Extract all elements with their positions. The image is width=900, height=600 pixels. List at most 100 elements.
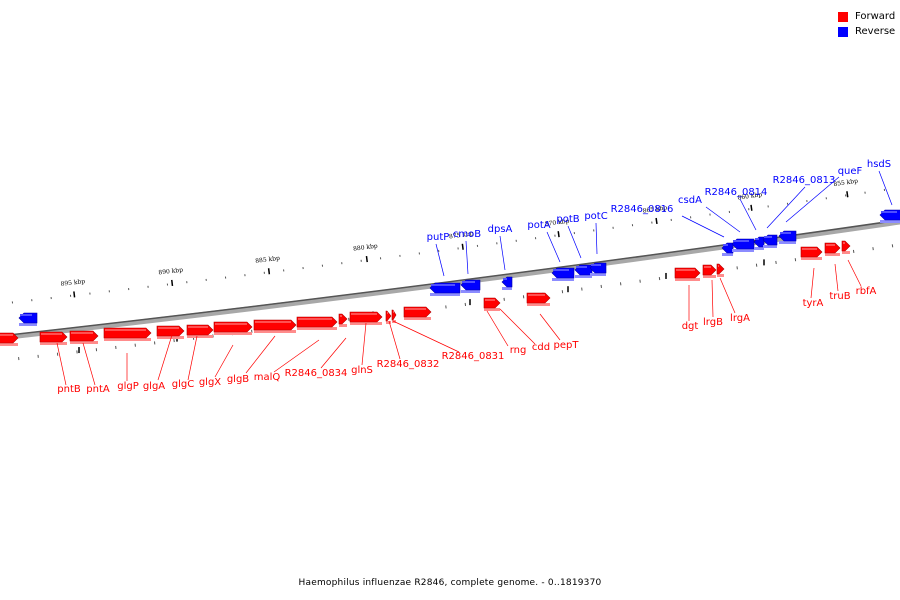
gene-shadow xyxy=(157,336,184,339)
gene-highlight xyxy=(255,321,291,323)
gene-shadow xyxy=(825,253,840,256)
gene-cdd xyxy=(526,292,551,306)
label-leader xyxy=(320,337,347,369)
major-tick: 890 kbp xyxy=(158,267,184,287)
gene-label: dpsA xyxy=(488,224,513,235)
gene-shadow xyxy=(484,308,500,311)
gene-label: lrgB xyxy=(703,317,723,328)
label-leader xyxy=(705,206,741,233)
gene-highlight xyxy=(351,313,377,315)
gene-shadow xyxy=(801,257,822,260)
gene-label: truB xyxy=(829,291,850,302)
minor-tick xyxy=(438,249,447,309)
gene-highlight xyxy=(485,299,495,301)
gene-shadow xyxy=(254,330,296,333)
reverse-swatch xyxy=(838,26,848,37)
gene-rng xyxy=(483,297,501,311)
gene-shadow xyxy=(70,341,98,344)
gene-label: cmoB xyxy=(453,229,481,240)
gene-highlight xyxy=(215,323,247,325)
gene-label: pntA xyxy=(86,384,110,395)
major-tick-top xyxy=(461,243,464,250)
label-leader xyxy=(595,222,598,255)
gene-label: tyrA xyxy=(803,298,824,309)
gene-highlight xyxy=(20,314,32,316)
gene-dgt xyxy=(702,264,717,278)
gene-shadow xyxy=(880,220,900,223)
gene-shadow xyxy=(779,241,796,244)
label-leader xyxy=(711,279,714,318)
gene-R2846_0832b xyxy=(391,309,397,323)
gene-R2846_0816 xyxy=(721,242,734,256)
gene-highlight xyxy=(881,211,897,213)
label-leader xyxy=(435,243,445,277)
minor-tick xyxy=(341,262,350,321)
gene-label: glgC xyxy=(172,379,194,390)
tick-label: 895 kbp xyxy=(60,278,85,288)
gene-label: csdA xyxy=(678,195,702,206)
major-tick-top xyxy=(171,279,174,287)
label-leader xyxy=(388,320,401,360)
gene-highlight xyxy=(576,266,587,268)
major-tick: 885 kbp xyxy=(255,255,280,275)
tick-label: 890 kbp xyxy=(158,267,183,277)
minor-tick xyxy=(50,296,59,356)
label-leader xyxy=(273,339,320,373)
gene-label: lrgA xyxy=(730,313,750,324)
label-leader xyxy=(546,231,561,263)
gene-R2846_0831 xyxy=(403,306,432,320)
gene-malQ xyxy=(296,316,338,330)
gene-highlight xyxy=(71,332,93,334)
gene-layer xyxy=(0,209,900,346)
gene-R2846_0832 xyxy=(385,310,392,324)
minor-tick xyxy=(476,244,486,304)
gene-shadow xyxy=(552,278,574,281)
gene-shadow xyxy=(754,247,764,250)
major-tick: 875 kbp xyxy=(449,230,474,250)
gene-shadow xyxy=(703,275,716,278)
gene-R2846_0814b xyxy=(762,234,778,248)
minor-tick xyxy=(573,232,583,291)
major-tick: 880 kbp xyxy=(353,243,378,263)
gene-highlight xyxy=(718,265,719,267)
gene-label: R2846_0813 xyxy=(773,175,836,186)
gene-highlight xyxy=(553,269,569,271)
minor-tick xyxy=(612,226,622,286)
tick-layer: 895 kbp 890 kbp 885 kbp 880 kbp 875 kbp 870 k… xyxy=(11,178,894,361)
label-leader xyxy=(392,320,460,353)
gene-shadow xyxy=(386,321,391,324)
label-leader xyxy=(766,186,806,229)
gene-label: glgP xyxy=(117,381,139,392)
gene-hsdS xyxy=(879,209,900,223)
label-leader xyxy=(539,313,561,341)
minor-tick xyxy=(147,285,156,345)
label-leader xyxy=(214,344,234,378)
gene-highlight xyxy=(780,232,791,234)
gene-potC xyxy=(589,262,607,276)
label-leader xyxy=(361,322,367,366)
gene-label: R2846_0814 xyxy=(705,187,768,198)
gene-label: rbfA xyxy=(856,286,877,297)
gene-highlight xyxy=(340,315,342,317)
minor-tick xyxy=(69,294,78,354)
gene-highlight xyxy=(676,269,695,271)
gene-highlight xyxy=(704,266,711,268)
gene-lrgB xyxy=(716,263,725,277)
gene-label: R2846_0834 xyxy=(285,368,348,379)
gene-highlight xyxy=(188,326,208,328)
gene-pntB xyxy=(39,331,68,345)
gene-tyrA xyxy=(824,242,841,256)
gene-highlight xyxy=(802,248,817,250)
minor-tick xyxy=(31,299,39,358)
minor-tick xyxy=(845,194,855,253)
gene-label: potA xyxy=(527,220,550,231)
gene-shadow xyxy=(339,324,347,327)
gene-glgP xyxy=(103,327,152,341)
gene-glgB xyxy=(253,319,297,333)
minor-tick xyxy=(457,247,467,306)
minor-tick xyxy=(399,254,408,314)
label-leader xyxy=(739,198,757,231)
minor-tick xyxy=(883,188,894,248)
label-leader xyxy=(878,170,893,206)
